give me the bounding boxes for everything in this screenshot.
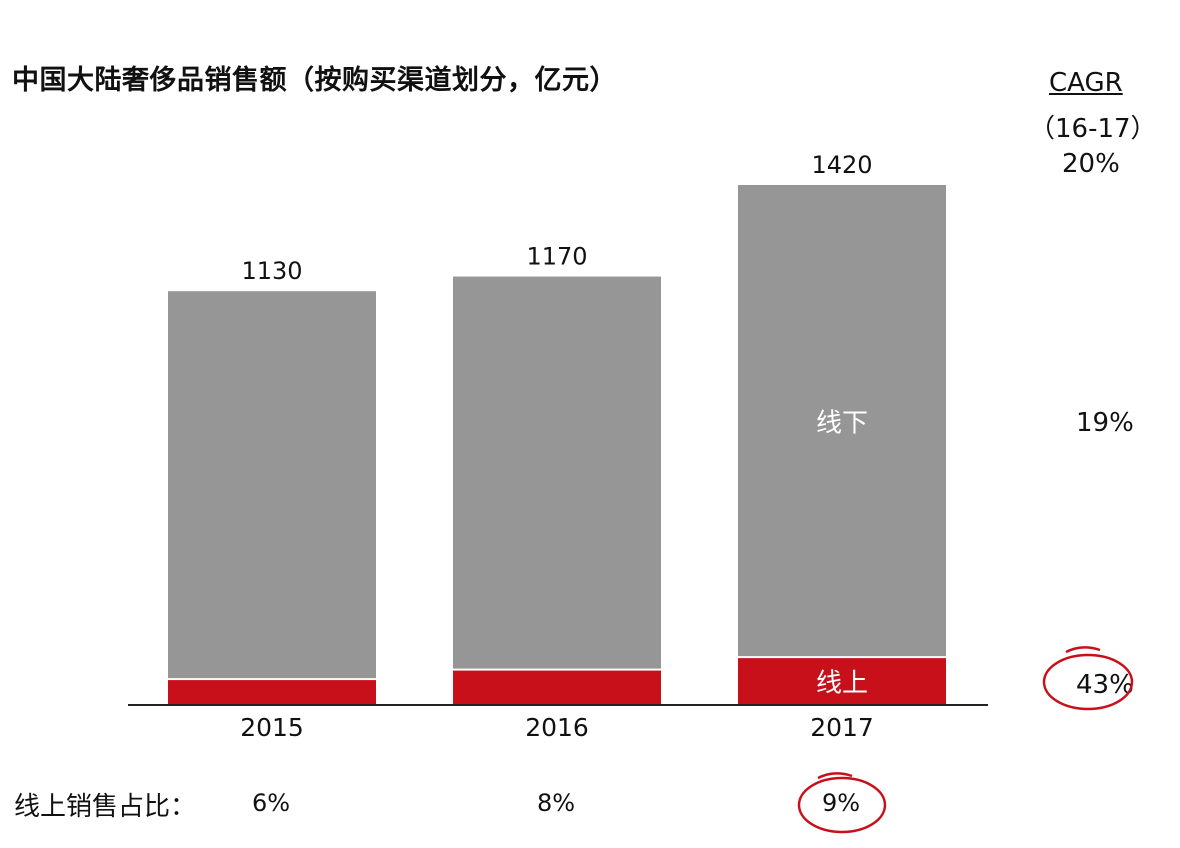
total-label-2017: 1420 [811, 151, 872, 179]
total-label-2016: 1170 [526, 243, 587, 271]
cagr-header: CAGR [1049, 68, 1123, 98]
cagr-online-highlight-circle [1042, 653, 1134, 711]
online-share-2015: 6% [252, 789, 291, 817]
total-label-2015: 1130 [241, 257, 302, 285]
series-label-offline: 线下 [816, 409, 868, 439]
bar-online-2015 [168, 680, 376, 705]
bar-online-2017 [738, 658, 946, 705]
bar-offline-2015 [168, 291, 376, 679]
cagr-period: （16-17） [1029, 114, 1157, 144]
bar-offline-2016 [453, 276, 661, 669]
x-tick-label-2017: 2017 [810, 713, 874, 742]
online-share-2016: 8% [537, 789, 576, 817]
series-label-online: 线上 [816, 669, 868, 699]
bar-online-2016 [453, 670, 661, 705]
online-share-2017: 9% [822, 789, 861, 817]
chart-title: 中国大陆奢侈品销售额（按购买渠道划分，亿元） [12, 65, 617, 96]
cagr-offline: 19% [1076, 408, 1134, 438]
x-tick-label-2015: 2015 [240, 713, 304, 742]
cagr-online: 43% [1076, 670, 1134, 700]
cagr-online-highlight-stroke [1065, 646, 1101, 654]
share-2017-highlight-stroke [817, 772, 853, 780]
share-2017-highlight-circle [797, 776, 887, 834]
x-tick-label-2016: 2016 [525, 713, 589, 742]
cagr-total: 20% [1062, 149, 1120, 179]
bar-offline-2017 [738, 185, 946, 657]
online-share-label: 线上销售占比： [14, 792, 197, 822]
